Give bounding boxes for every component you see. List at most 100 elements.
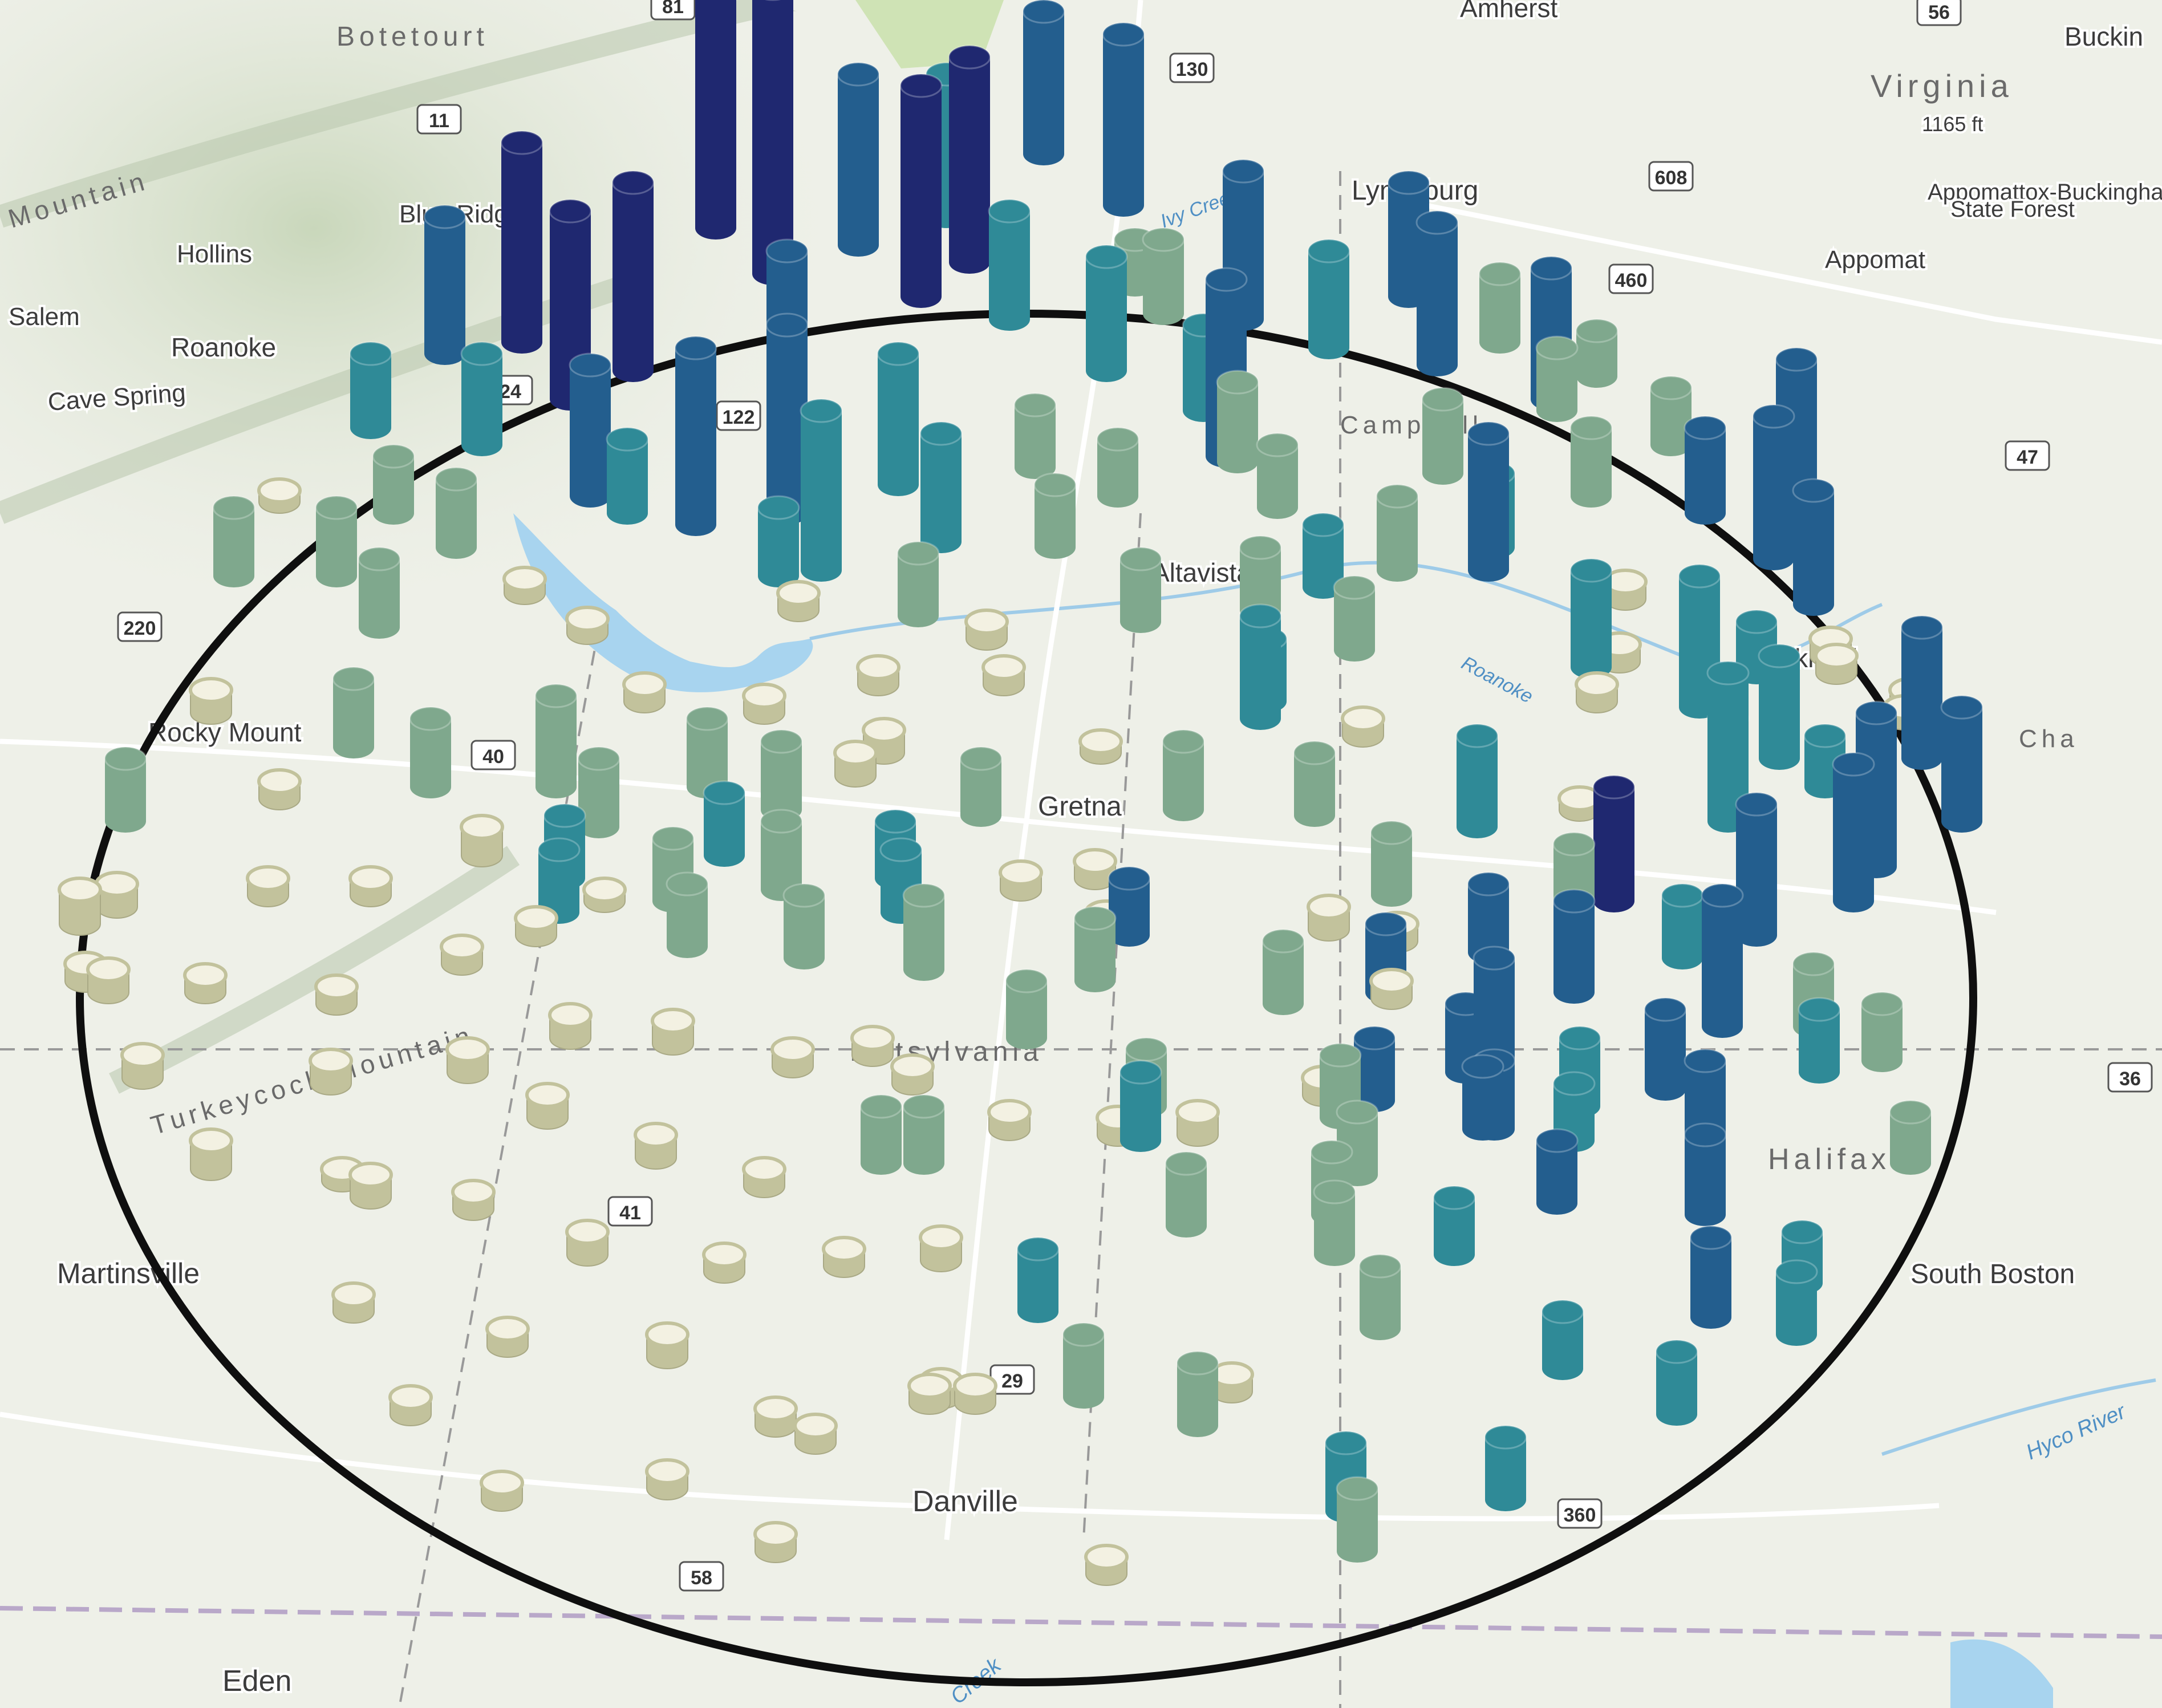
cylinder-marker[interactable] bbox=[120, 1042, 165, 1090]
cylinder-marker[interactable] bbox=[565, 1219, 610, 1267]
cylinder-marker[interactable] bbox=[314, 973, 359, 1016]
cylinder-marker[interactable] bbox=[1333, 575, 1376, 662]
cylinder-marker[interactable] bbox=[1078, 728, 1123, 765]
cylinder-marker[interactable] bbox=[822, 1236, 866, 1278]
cylinder-marker[interactable] bbox=[703, 780, 746, 867]
cylinder-marker[interactable] bbox=[695, 0, 736, 240]
cylinder-marker[interactable] bbox=[1085, 244, 1128, 382]
cylinder-marker[interactable] bbox=[1216, 370, 1259, 473]
cylinder-marker[interactable] bbox=[1455, 723, 1499, 838]
cylinder-marker[interactable] bbox=[1307, 894, 1351, 942]
cylinder-marker[interactable] bbox=[1569, 415, 1613, 508]
cylinder-marker[interactable] bbox=[1016, 1236, 1060, 1323]
cylinder-marker[interactable] bbox=[606, 427, 649, 525]
cylinder-marker[interactable] bbox=[1735, 792, 1778, 947]
cylinder-marker[interactable] bbox=[246, 865, 290, 907]
cylinder-marker[interactable] bbox=[1575, 318, 1619, 388]
cylinder-marker[interactable] bbox=[1005, 968, 1048, 1049]
cylinder-marker[interactable] bbox=[332, 666, 375, 758]
cylinder-marker[interactable] bbox=[850, 1025, 895, 1067]
cylinder-marker[interactable] bbox=[1175, 1099, 1220, 1147]
cylinder-marker[interactable] bbox=[348, 865, 393, 907]
cylinder-marker[interactable] bbox=[440, 934, 484, 976]
cylinder-marker[interactable] bbox=[388, 1384, 433, 1426]
cylinder-marker[interactable] bbox=[651, 1008, 695, 1056]
cylinder-marker[interactable] bbox=[765, 313, 809, 525]
cylinder-marker[interactable] bbox=[1467, 421, 1510, 582]
cylinder-marker[interactable] bbox=[257, 477, 302, 514]
cylinder-marker[interactable] bbox=[907, 1373, 952, 1415]
cylinder-marker[interactable] bbox=[569, 352, 612, 508]
cylinder-marker[interactable] bbox=[1062, 1322, 1105, 1409]
cylinder-marker[interactable] bbox=[999, 859, 1043, 902]
cylinder-marker[interactable] bbox=[666, 871, 709, 958]
cylinder-marker[interactable] bbox=[645, 1458, 689, 1500]
cylinder-marker[interactable] bbox=[1900, 615, 1944, 770]
cylinder-marker[interactable] bbox=[582, 877, 627, 913]
cylinder-marker[interactable] bbox=[1239, 535, 1282, 622]
cylinder-marker[interactable] bbox=[331, 1281, 376, 1324]
cylinder-marker[interactable] bbox=[953, 1373, 997, 1415]
cylinder-marker[interactable] bbox=[611, 170, 655, 382]
cylinder-marker[interactable] bbox=[753, 1395, 798, 1438]
cylinder-marker[interactable] bbox=[1832, 752, 1875, 912]
cylinder-marker[interactable] bbox=[423, 204, 467, 365]
cylinder-marker[interactable] bbox=[1013, 392, 1057, 479]
cylinder-marker[interactable] bbox=[964, 608, 1009, 651]
cylinder-marker[interactable] bbox=[1684, 1122, 1727, 1226]
cylinder-marker[interactable] bbox=[1358, 1253, 1402, 1340]
cylinder-marker[interactable] bbox=[548, 1002, 593, 1050]
cylinder-marker[interactable] bbox=[183, 962, 228, 1004]
cylinder-marker[interactable] bbox=[189, 1127, 233, 1181]
cylinder-marker[interactable] bbox=[1569, 558, 1613, 679]
cylinder-marker[interactable] bbox=[58, 877, 102, 936]
cylinder-marker[interactable] bbox=[358, 546, 401, 639]
cylinder-marker[interactable] bbox=[500, 130, 543, 354]
cylinder-marker[interactable] bbox=[1541, 1299, 1584, 1380]
cylinder-marker[interactable] bbox=[86, 956, 131, 1004]
cylinder-marker[interactable] bbox=[189, 677, 233, 725]
cylinder-marker[interactable] bbox=[899, 73, 943, 308]
cylinder-marker[interactable] bbox=[1239, 603, 1282, 730]
cylinder-marker[interactable] bbox=[837, 62, 880, 257]
cylinder-marker[interactable] bbox=[1256, 432, 1299, 519]
cylinder-marker[interactable] bbox=[1557, 785, 1602, 822]
cylinder-marker[interactable] bbox=[514, 905, 558, 947]
cylinder-marker[interactable] bbox=[537, 837, 581, 924]
cylinder-marker[interactable] bbox=[902, 883, 946, 981]
cylinder-marker[interactable] bbox=[1261, 928, 1305, 1015]
cylinder-marker[interactable] bbox=[959, 746, 1003, 827]
cylinder-marker[interactable] bbox=[782, 883, 826, 969]
cylinder-marker[interactable] bbox=[348, 1162, 393, 1210]
cylinder-marker[interactable] bbox=[409, 706, 452, 798]
cylinder-marker[interactable] bbox=[674, 335, 717, 536]
cylinder-marker[interactable] bbox=[1649, 375, 1693, 456]
cylinder-marker[interactable] bbox=[1033, 472, 1077, 559]
cylinder-marker[interactable] bbox=[95, 871, 139, 919]
cylinder-marker[interactable] bbox=[856, 654, 901, 696]
cylinder-marker[interactable] bbox=[1655, 1339, 1698, 1426]
cylinder-marker[interactable] bbox=[1176, 1350, 1219, 1437]
cylinder-marker[interactable] bbox=[890, 1053, 935, 1096]
cylinder-marker[interactable] bbox=[460, 814, 504, 867]
cylinder-marker[interactable] bbox=[702, 1242, 747, 1284]
cylinder-marker[interactable] bbox=[565, 606, 610, 645]
cylinder-marker[interactable] bbox=[525, 1082, 570, 1130]
cylinder-marker[interactable] bbox=[1293, 740, 1336, 827]
cylinder-marker[interactable] bbox=[833, 740, 878, 788]
cylinder-marker[interactable] bbox=[212, 495, 255, 587]
cylinder-marker[interactable] bbox=[577, 746, 620, 838]
cylinder-marker[interactable] bbox=[1336, 1476, 1379, 1563]
cylinder-marker[interactable] bbox=[451, 1179, 496, 1221]
cylinder-marker[interactable] bbox=[1369, 968, 1414, 1010]
cylinder-marker[interactable] bbox=[645, 1321, 689, 1369]
cylinder-marker[interactable] bbox=[1096, 427, 1139, 508]
cylinder-marker[interactable] bbox=[859, 1094, 903, 1175]
cylinder-marker[interactable] bbox=[502, 566, 547, 605]
cylinder-marker[interactable] bbox=[770, 1036, 815, 1078]
cylinder-marker[interactable] bbox=[1478, 261, 1522, 354]
cylinder-marker[interactable] bbox=[372, 444, 415, 525]
cylinder-marker[interactable] bbox=[315, 495, 358, 587]
cylinder-marker[interactable] bbox=[742, 683, 786, 725]
